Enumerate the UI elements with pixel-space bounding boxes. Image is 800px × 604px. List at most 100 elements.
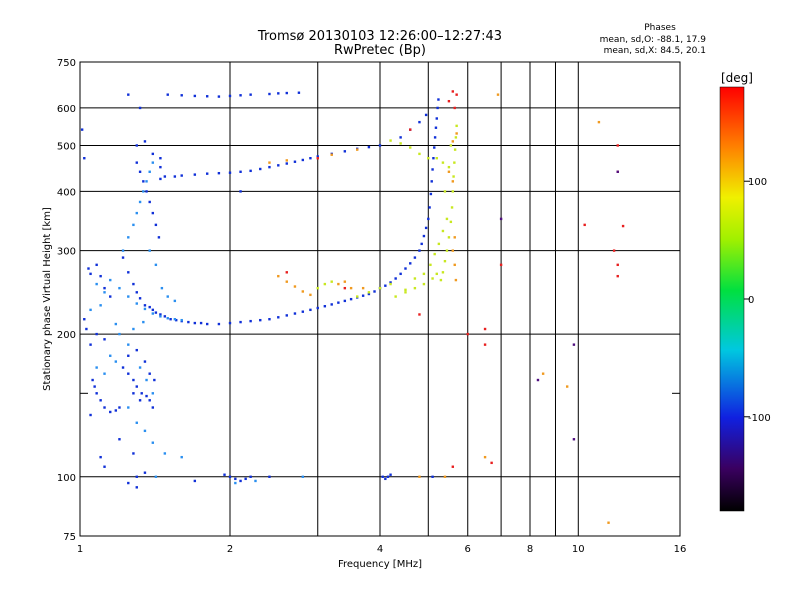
data-point bbox=[572, 343, 576, 346]
data-point bbox=[159, 313, 162, 316]
data-point bbox=[413, 286, 417, 290]
data-point bbox=[447, 170, 451, 173]
data-point bbox=[427, 157, 430, 160]
data-point bbox=[433, 252, 436, 256]
data-point bbox=[435, 157, 438, 160]
data-point bbox=[437, 98, 440, 101]
data-point bbox=[95, 392, 98, 395]
data-point bbox=[445, 249, 449, 252]
chart-subtitle: RwPretec (Bp) bbox=[334, 43, 426, 58]
data-point bbox=[451, 465, 455, 468]
data-point bbox=[99, 399, 102, 402]
data-point bbox=[259, 318, 262, 322]
data-point bbox=[138, 170, 142, 173]
data-point bbox=[205, 95, 209, 98]
data-point bbox=[118, 286, 121, 290]
data-point bbox=[187, 320, 190, 324]
data-point bbox=[466, 332, 469, 336]
data-point bbox=[301, 310, 305, 313]
y-axis-ticks: 75 100 200 300 400 500 600 750 bbox=[57, 58, 76, 543]
data-point bbox=[127, 481, 130, 485]
data-point bbox=[99, 304, 102, 307]
data-point bbox=[483, 455, 487, 459]
data-point bbox=[355, 148, 359, 151]
y-tick-label: 100 bbox=[57, 473, 76, 484]
x-tick-label: 16 bbox=[674, 544, 687, 555]
stats-line-x: mean, sd,X: 84.5, 20.1 bbox=[604, 46, 706, 56]
data-point bbox=[437, 242, 441, 246]
data-point bbox=[309, 293, 312, 297]
data-point bbox=[454, 136, 458, 139]
data-point bbox=[148, 170, 151, 173]
data-point bbox=[83, 157, 86, 160]
data-point bbox=[343, 299, 347, 303]
data-point bbox=[367, 292, 371, 296]
chart-title: Tromsø 20130103 12:26:00–12:27:43 bbox=[257, 29, 502, 44]
data-point bbox=[89, 413, 92, 417]
data-point bbox=[453, 148, 457, 151]
data-point bbox=[499, 263, 503, 267]
data-point bbox=[404, 291, 407, 294]
data-point bbox=[297, 91, 301, 94]
data-point bbox=[428, 206, 431, 209]
data-point bbox=[121, 249, 125, 252]
data-point bbox=[268, 318, 271, 321]
data-point bbox=[99, 274, 102, 278]
data-point bbox=[443, 259, 447, 263]
data-point bbox=[259, 167, 262, 171]
colorbar-label: [deg] bbox=[721, 71, 753, 85]
data-point bbox=[309, 157, 312, 160]
data-point bbox=[217, 322, 221, 326]
data-point bbox=[127, 343, 130, 346]
data-point bbox=[89, 308, 92, 312]
data-point bbox=[301, 475, 305, 478]
data-point bbox=[143, 360, 147, 363]
y-tick-label: 500 bbox=[57, 141, 76, 152]
data-point bbox=[127, 271, 130, 274]
data-point bbox=[103, 291, 106, 294]
data-point bbox=[453, 263, 456, 267]
data-point bbox=[449, 144, 453, 147]
data-point bbox=[490, 461, 493, 465]
data-point bbox=[127, 354, 130, 357]
data-point bbox=[89, 343, 92, 346]
data-point bbox=[138, 106, 142, 110]
data-point bbox=[454, 278, 458, 282]
data-point bbox=[450, 206, 454, 209]
data-point bbox=[151, 152, 155, 156]
data-point bbox=[118, 406, 121, 409]
data-point bbox=[443, 475, 447, 478]
data-point bbox=[166, 93, 169, 96]
data-point bbox=[159, 177, 162, 181]
data-point bbox=[449, 220, 453, 224]
data-point bbox=[143, 140, 147, 143]
stats-header: Phases bbox=[644, 23, 676, 33]
data-point bbox=[378, 144, 382, 147]
data-point bbox=[441, 229, 445, 233]
x-axis-ticks: 1 2 4 6 8 10 16 bbox=[77, 544, 687, 555]
y-axis-label: Stationary phase Virtual Height [km] bbox=[42, 207, 53, 391]
data-point bbox=[85, 327, 88, 331]
x-axis-label: Frequency [MHz] bbox=[338, 559, 422, 570]
data-point bbox=[399, 142, 402, 145]
data-point bbox=[422, 272, 426, 276]
data-point bbox=[343, 280, 347, 283]
plot-frame bbox=[79, 61, 681, 537]
data-point bbox=[239, 170, 242, 173]
data-point bbox=[316, 306, 319, 310]
data-point bbox=[109, 295, 112, 298]
colorbar-tick-label: -100 bbox=[748, 413, 771, 424]
data-point bbox=[132, 452, 135, 455]
data-point bbox=[169, 318, 172, 321]
data-point bbox=[193, 321, 197, 325]
y-tick-label: 200 bbox=[57, 330, 76, 341]
data-point bbox=[145, 190, 148, 193]
data-point bbox=[499, 217, 503, 221]
data-point bbox=[157, 236, 161, 239]
data-point bbox=[151, 441, 155, 444]
data-point bbox=[277, 316, 280, 319]
data-point bbox=[154, 311, 158, 314]
data-point bbox=[145, 378, 148, 382]
data-point bbox=[316, 286, 319, 290]
